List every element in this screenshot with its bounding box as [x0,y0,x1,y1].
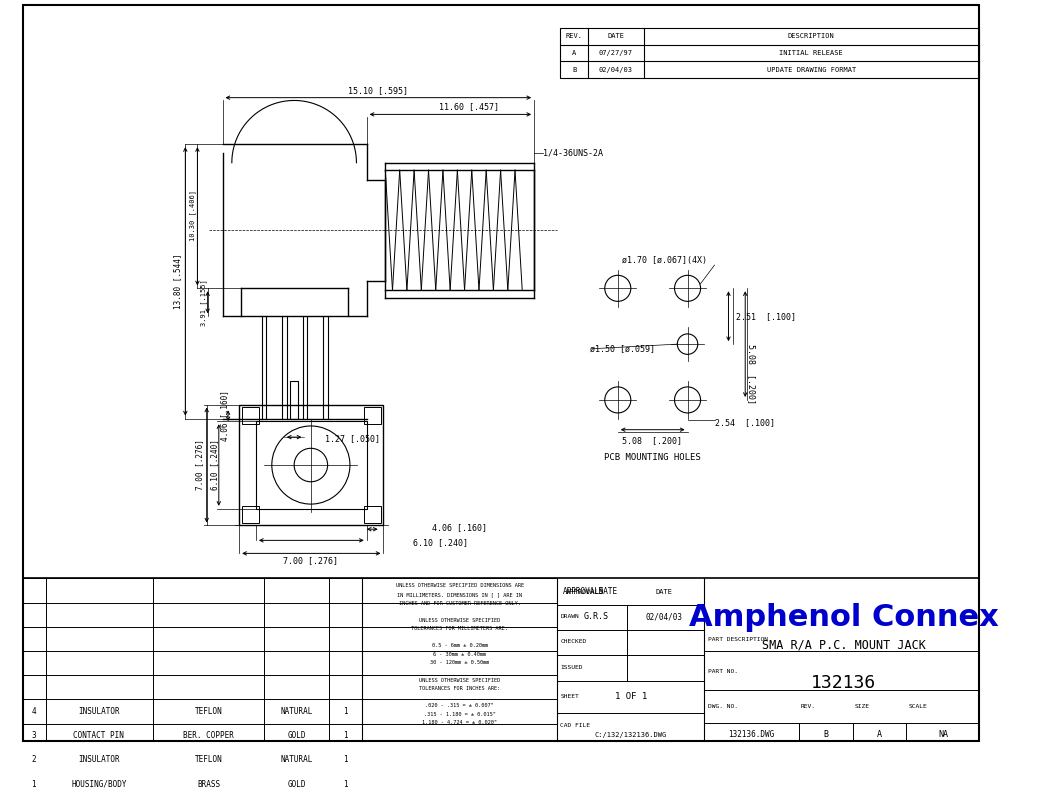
Text: UNLESS OTHERWISE SPECIFIED: UNLESS OTHERWISE SPECIFIED [419,618,500,622]
Text: 132136: 132136 [811,674,876,691]
Text: 3: 3 [31,731,36,740]
Text: DESCRIPTION: DESCRIPTION [788,33,835,39]
Text: C:/132/132136.DWG: C:/132/132136.DWG [595,731,667,738]
Text: 1/4-36UNS-2A: 1/4-36UNS-2A [543,149,603,158]
Text: Amphenol Connex: Amphenol Connex [689,603,999,632]
Text: 132136.DWG: 132136.DWG [729,731,774,739]
Text: INSULATOR: INSULATOR [78,707,119,716]
Text: B: B [823,731,828,739]
Text: 1: 1 [343,731,348,740]
Text: 30 - 120mm ± 0.50mm: 30 - 120mm ± 0.50mm [430,661,489,666]
Bar [242,506,258,523]
Text: 1: 1 [31,780,36,788]
Text: SMA R/A P.C. MOUNT JACK: SMA R/A P.C. MOUNT JACK [762,639,926,652]
Text: SHEET: SHEET [561,694,579,699]
Text: UNLESS OTHERWISE SPECIFIED DIMENSIONS ARE: UNLESS OTHERWISE SPECIFIED DIMENSIONS AR… [395,583,524,589]
Text: 1: 1 [343,707,348,716]
Text: 0.5 - 6mm ± 0.20mm: 0.5 - 6mm ± 0.20mm [432,643,488,648]
Text: DATE: DATE [656,589,673,594]
Text: NATURAL: NATURAL [280,755,313,764]
Text: .315 - 1.180 = ± 0.015": .315 - 1.180 = ± 0.015" [424,712,495,717]
Text: 4.06 [.160]: 4.06 [.160] [220,391,229,441]
Text: APPROVALS: APPROVALS [566,589,604,594]
Text: 6.10 [.240]: 6.10 [.240] [413,537,468,547]
Text: TOLERANCES FOR MILLIMETERS ARE:: TOLERANCES FOR MILLIMETERS ARE: [411,626,509,631]
Text: INITIAL RELEASE: INITIAL RELEASE [780,50,843,56]
Text: 4: 4 [31,707,36,716]
Text: 15.10 [.595]: 15.10 [.595] [348,86,408,95]
Bar [256,421,366,508]
Text: 6.10 [.240]: 6.10 [.240] [211,439,220,491]
Text: INCHES AND FOR CUSTOMER REFERENCE ONLY.: INCHES AND FOR CUSTOMER REFERENCE ONLY. [399,601,521,606]
Text: 7.00 [.276]: 7.00 [.276] [195,439,203,491]
Text: ø1.50 [ø.059]: ø1.50 [ø.059] [590,344,655,353]
Bar [364,407,381,424]
Text: 4.06 [.160]: 4.06 [.160] [432,523,487,532]
Text: G.R.S: G.R.S [584,612,609,621]
Bar [291,381,298,419]
Text: 5.08  [.200]: 5.08 [.200] [622,436,682,445]
Text: 11.60 [.457]: 11.60 [.457] [439,103,499,111]
Text: 1.180 - 4.724 = ± 0.020": 1.180 - 4.724 = ± 0.020" [422,720,497,725]
Text: ISSUED: ISSUED [561,666,582,670]
Text: 02/04/03: 02/04/03 [646,612,683,621]
Text: 1: 1 [343,755,348,764]
Text: .020 - .315 = ± 0.007": .020 - .315 = ± 0.007" [426,703,494,708]
Text: BER. COPPER: BER. COPPER [183,731,234,740]
Text: HOUSING/BODY: HOUSING/BODY [71,780,127,788]
Text: NATURAL: NATURAL [280,707,313,716]
Text: DWG. NO.: DWG. NO. [708,704,738,709]
Text: UPDATE DRAWING FORMAT: UPDATE DRAWING FORMAT [767,67,856,73]
Bar [561,28,979,78]
Text: DATE: DATE [607,33,625,39]
Text: APPROVALS: APPROVALS [563,587,604,596]
Text: BRASS: BRASS [197,780,220,788]
Text: SIZE: SIZE [855,704,870,709]
Text: TEFLON: TEFLON [195,755,222,764]
Text: A: A [572,50,576,56]
Text: NA: NA [938,731,949,739]
Text: REV.: REV. [801,704,816,709]
Text: 1 OF 1: 1 OF 1 [614,692,647,701]
Text: 3.91 [.155]: 3.91 [.155] [200,279,208,326]
Text: 1.27 [.050]: 1.27 [.050] [325,435,380,444]
Text: GOLD: GOLD [288,731,306,740]
Text: SCALE: SCALE [909,704,928,709]
Text: GOLD: GOLD [288,780,306,788]
Text: PART DESCRIPTION: PART DESCRIPTION [708,638,768,642]
Text: TOLERANCES FOR INCHES ARE:: TOLERANCES FOR INCHES ARE: [419,687,500,691]
Text: 1: 1 [343,780,348,788]
Text: B: B [572,67,576,73]
Text: 13.80 [.544]: 13.80 [.544] [173,253,183,309]
Text: 5.08  [.200]: 5.08 [.200] [747,344,757,404]
Text: PCB MOUNTING HOLES: PCB MOUNTING HOLES [604,453,701,462]
Text: 10.30 [.406]: 10.30 [.406] [189,190,196,241]
Text: 07/27/97: 07/27/97 [599,50,633,56]
Text: 6 - 30mm ± 0.40mm: 6 - 30mm ± 0.40mm [433,652,486,657]
Text: CAD FILE: CAD FILE [561,723,591,728]
Text: CHECKED: CHECKED [561,639,586,644]
Text: 7.00 [.276]: 7.00 [.276] [283,557,338,565]
Text: 2.51  [.100]: 2.51 [.100] [736,312,796,321]
Text: 02/04/03: 02/04/03 [599,67,633,73]
Bar [242,407,258,424]
Text: A: A [877,731,881,739]
Text: DATE: DATE [557,587,618,596]
Text: IN MILLIMETERS. DIMENSIONS IN [ ] ARE IN: IN MILLIMETERS. DIMENSIONS IN [ ] ARE IN [398,592,522,597]
Text: CONTACT PIN: CONTACT PIN [74,731,125,740]
Text: UNLESS OTHERWISE SPECIFIED: UNLESS OTHERWISE SPECIFIED [419,678,500,683]
Text: 2: 2 [31,755,36,764]
Text: PART NO.: PART NO. [708,669,738,674]
Text: ø1.70 [ø.067](4X): ø1.70 [ø.067](4X) [623,256,708,265]
Text: REV.: REV. [566,33,582,39]
Text: TEFLON: TEFLON [195,707,222,716]
Text: 2.54  [.100]: 2.54 [.100] [715,418,775,427]
Text: DRAWN: DRAWN [561,614,579,619]
Bar [240,404,383,525]
Bar [364,506,381,523]
Text: INSULATOR: INSULATOR [78,755,119,764]
